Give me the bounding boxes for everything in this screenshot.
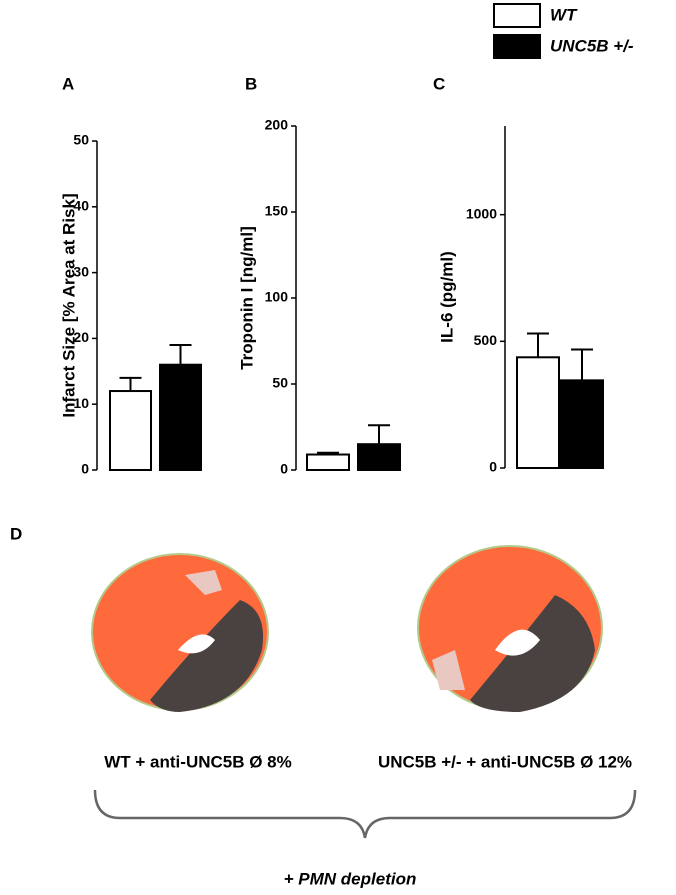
panel-label: A xyxy=(62,74,74,93)
heart-image xyxy=(417,545,603,712)
y-tick-label: 30 xyxy=(73,263,89,279)
bar xyxy=(516,356,560,469)
y-tick-label: 500 xyxy=(474,332,498,348)
y-tick-label: 40 xyxy=(73,198,89,214)
footer: + PMN depletion xyxy=(284,869,417,888)
y-tick-label: 200 xyxy=(265,117,289,133)
bar xyxy=(109,390,152,472)
y-axis-label: Troponin I [ng/ml] xyxy=(237,226,256,370)
panel-label: B xyxy=(245,74,257,93)
heart-image xyxy=(91,553,269,712)
panel-label: C xyxy=(433,74,445,93)
y-axis-label: Infarct Size [% Area at Risk] xyxy=(59,193,78,417)
y-tick-label: 1000 xyxy=(466,205,497,221)
legend-label: WT xyxy=(550,5,578,24)
panel-label: D xyxy=(10,524,22,543)
y-tick-label: 0 xyxy=(81,461,89,477)
y-tick-label: 50 xyxy=(73,132,89,148)
y-tick-label: 100 xyxy=(265,289,289,305)
bar xyxy=(306,453,350,471)
legend-swatch xyxy=(493,3,541,28)
y-tick-label: 50 xyxy=(272,375,288,391)
legend-label: UNC5B +/- xyxy=(550,36,634,55)
bar xyxy=(560,379,604,470)
y-tick-label: 10 xyxy=(73,395,89,411)
y-tick-label: 20 xyxy=(73,329,89,345)
y-tick-label: 150 xyxy=(265,203,289,219)
bar xyxy=(159,363,202,471)
caption: UNC5B +/- + anti-UNC5B Ø 12% xyxy=(378,752,632,771)
y-tick-label: 0 xyxy=(280,461,288,477)
legend-swatch xyxy=(493,34,541,59)
y-axis-label: IL-6 (pg/ml) xyxy=(437,251,456,343)
caption: WT + anti-UNC5B Ø 8% xyxy=(104,752,292,771)
bar xyxy=(357,443,401,472)
brace xyxy=(93,789,637,839)
y-tick-label: 0 xyxy=(489,459,497,475)
